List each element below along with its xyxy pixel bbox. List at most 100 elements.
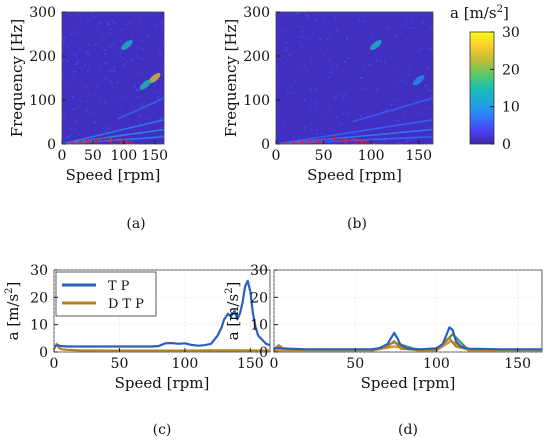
- heatmap-noise-cell: [300, 74, 303, 76]
- heatmap-noise-cell: [303, 36, 306, 39]
- heatmap-noise-cell: [286, 87, 289, 89]
- heatmap-noise-cell: [330, 123, 333, 125]
- heatmap-noise-cell: [136, 25, 139, 28]
- x-tick-label: 150: [504, 356, 531, 372]
- heatmap-noise-cell: [398, 142, 401, 144]
- heatmap-noise-cell: [373, 97, 376, 99]
- heatmap-noise-cell: [131, 34, 134, 36]
- heatmap-noise-cell: [71, 80, 74, 83]
- heatmap-noise-cell: [310, 99, 313, 102]
- colorbar-label: a [m/s2]: [450, 4, 509, 22]
- heatmap-noise-cell: [106, 23, 109, 26]
- heatmap-noise-cell: [93, 93, 96, 95]
- heatmap-noise-cell: [129, 22, 132, 24]
- heatmap-noise-cell: [397, 119, 400, 122]
- heatmap-noise-cell: [429, 95, 432, 97]
- heatmap-noise-cell: [124, 83, 127, 85]
- heatmap-noise-cell: [409, 139, 412, 141]
- colorbar-tick-label: 20: [502, 62, 520, 78]
- heatmap-noise-cell: [135, 54, 138, 56]
- heatmap-noise-cell: [312, 32, 315, 35]
- heatmap-noise-cell: [334, 96, 337, 99]
- heatmap-noise-cell: [344, 92, 347, 95]
- heatmap-noise-cell: [133, 141, 136, 143]
- y-axis-label: Frequency [Hz]: [222, 19, 240, 138]
- heatmap-noise-cell: [129, 104, 132, 107]
- heatmap-noise-cell: [381, 111, 384, 113]
- heatmap-noise-cell: [391, 110, 394, 112]
- heatmap-noise-cell: [156, 96, 159, 98]
- heatmap-noise-cell: [279, 33, 282, 36]
- heatmap-noise-cell: [109, 70, 112, 72]
- heatmap-noise-cell: [410, 20, 413, 22]
- heatmap-noise-cell: [352, 133, 355, 136]
- resonance-hotspot: [149, 72, 161, 84]
- heatmap-noise-cell: [97, 42, 100, 45]
- heatmap-noise-cell: [395, 72, 398, 74]
- heatmap-noise-cell: [62, 59, 65, 61]
- heatmap-noise-cell: [328, 58, 331, 60]
- heatmap-noise-cell: [62, 141, 65, 143]
- heatmap-noise-cell: [158, 117, 161, 120]
- heatmap-noise-cell: [366, 127, 369, 129]
- heatmap-noise-cell: [71, 77, 74, 79]
- heatmap-noise-cell: [395, 35, 398, 37]
- heatmap-noise-cell: [310, 89, 313, 91]
- heatmap-noise-cell: [336, 29, 339, 32]
- x-tick-label: 50: [315, 148, 333, 164]
- heatmap-noise-cell: [139, 58, 142, 60]
- heatmap-noise-cell: [318, 48, 321, 50]
- heatmap-noise-cell: [129, 76, 132, 79]
- y-tick-label: 200: [29, 49, 56, 65]
- heatmap-noise-cell: [62, 93, 65, 96]
- heatmap-noise-cell: [301, 30, 304, 33]
- heatmap-noise-cell: [108, 80, 111, 82]
- order-ridge-20: [62, 119, 164, 144]
- heatmap-noise-cell: [85, 51, 88, 54]
- heatmap-noise-cell: [424, 78, 427, 81]
- heatmap-noise-cell: [306, 69, 309, 71]
- heatmap-noise-cell: [108, 127, 111, 129]
- legend-label: DTP: [108, 297, 148, 312]
- heatmap-noise-cell: [117, 55, 120, 58]
- heatmap-noise-cell: [120, 40, 123, 42]
- heatmap-noise-cell: [430, 40, 433, 43]
- heatmap-noise-cell: [74, 108, 77, 110]
- heatmap-noise-cell: [363, 88, 366, 90]
- heatmap-noise-cell: [74, 130, 77, 133]
- y-tick-label: 100: [29, 93, 56, 109]
- heatmap-noise-cell: [154, 103, 157, 105]
- heatmap-noise-cell: [64, 82, 67, 85]
- heatmap-noise-cell: [342, 97, 345, 100]
- resonance-hotspot: [139, 79, 152, 90]
- heatmap-noise-cell: [305, 14, 308, 16]
- heatmap-noise-cell: [393, 119, 396, 122]
- heatmap-noise-cell: [102, 127, 105, 129]
- heatmap-noise-cell: [112, 67, 115, 69]
- heatmap-noise-cell: [400, 129, 403, 131]
- heatmap-noise-cell: [343, 60, 346, 63]
- heatmap-noise-cell: [308, 103, 311, 105]
- heatmap-noise-cell: [74, 63, 77, 66]
- heatmap-noise-cell: [395, 36, 398, 39]
- heatmap-noise-cell: [93, 15, 96, 18]
- heatmap-noise-cell: [70, 33, 73, 36]
- heatmap-noise-cell: [337, 134, 340, 137]
- heatmap-noise-cell: [428, 107, 431, 110]
- heatmap-noise-cell: [86, 70, 89, 73]
- heatmap-noise-cell: [306, 18, 309, 21]
- heatmap-noise-cell: [74, 27, 77, 30]
- heatmap-noise-cell: [382, 80, 385, 82]
- heatmap-noise-cell: [119, 105, 122, 107]
- heatmap-noise-cell: [70, 128, 73, 130]
- heatmap-noise-cell: [106, 21, 109, 24]
- heatmap-noise-cell: [160, 92, 163, 94]
- heatmap-noise-cell: [150, 70, 153, 72]
- heatmap-noise-cell: [315, 119, 318, 121]
- heatmap-noise-cell: [112, 70, 115, 72]
- heatmap-noise-cell: [328, 20, 331, 23]
- heatmap-noise-cell: [396, 142, 399, 144]
